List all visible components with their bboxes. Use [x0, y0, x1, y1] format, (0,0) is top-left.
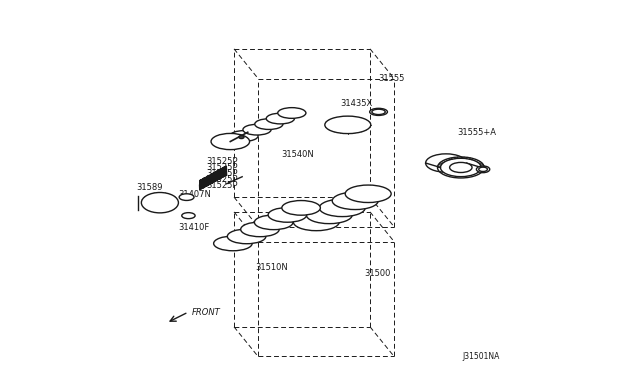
- Ellipse shape: [255, 215, 293, 230]
- Ellipse shape: [230, 131, 258, 141]
- Text: J31501NA: J31501NA: [462, 352, 500, 361]
- Text: 31407N: 31407N: [179, 190, 211, 199]
- Text: 31435X: 31435X: [340, 99, 372, 108]
- Ellipse shape: [325, 116, 371, 134]
- Ellipse shape: [307, 206, 352, 224]
- Ellipse shape: [255, 119, 283, 129]
- Ellipse shape: [145, 194, 175, 211]
- Ellipse shape: [227, 229, 266, 244]
- Ellipse shape: [214, 236, 252, 251]
- Ellipse shape: [372, 109, 385, 115]
- Text: 31589: 31589: [136, 183, 163, 192]
- Ellipse shape: [476, 166, 490, 173]
- Ellipse shape: [150, 198, 169, 208]
- Ellipse shape: [479, 167, 488, 171]
- Ellipse shape: [211, 134, 250, 150]
- Text: 31525P: 31525P: [206, 163, 237, 172]
- Text: 31410F: 31410F: [179, 223, 210, 232]
- Ellipse shape: [450, 163, 472, 173]
- Ellipse shape: [293, 213, 339, 231]
- Text: 31525P: 31525P: [206, 157, 237, 166]
- Ellipse shape: [426, 154, 467, 172]
- Ellipse shape: [370, 108, 387, 115]
- Ellipse shape: [241, 222, 279, 237]
- Ellipse shape: [282, 201, 321, 215]
- Ellipse shape: [345, 185, 391, 202]
- Text: 31510N: 31510N: [255, 263, 288, 272]
- Ellipse shape: [440, 158, 481, 177]
- Ellipse shape: [268, 208, 307, 222]
- Ellipse shape: [319, 199, 365, 217]
- Ellipse shape: [141, 192, 179, 213]
- Text: FRONT: FRONT: [192, 308, 221, 317]
- Ellipse shape: [333, 119, 363, 131]
- Text: 31525P: 31525P: [206, 181, 237, 190]
- Text: 31555+A: 31555+A: [457, 128, 496, 137]
- Ellipse shape: [332, 192, 378, 209]
- Ellipse shape: [266, 113, 294, 124]
- Text: 31540N: 31540N: [281, 150, 314, 159]
- Ellipse shape: [328, 118, 367, 132]
- Text: 31555: 31555: [378, 74, 405, 83]
- Ellipse shape: [243, 124, 271, 135]
- Ellipse shape: [182, 213, 195, 219]
- Text: 31500: 31500: [364, 269, 391, 278]
- Text: 31525P: 31525P: [206, 169, 237, 177]
- Ellipse shape: [239, 136, 244, 138]
- Ellipse shape: [179, 194, 194, 201]
- Ellipse shape: [212, 134, 248, 149]
- Text: 31525P: 31525P: [206, 175, 237, 184]
- Ellipse shape: [278, 108, 306, 118]
